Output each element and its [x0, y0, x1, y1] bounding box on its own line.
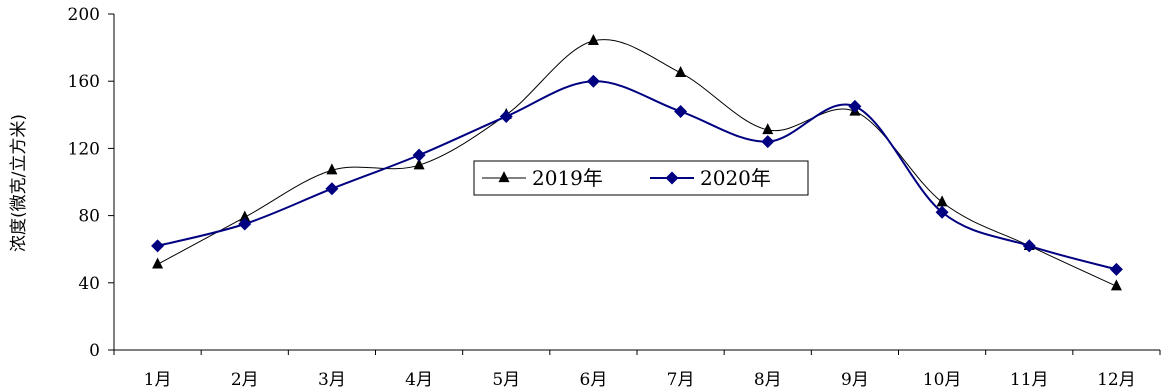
data-point-marker	[762, 123, 774, 135]
data-point-marker	[761, 135, 775, 149]
legend-label: 2020年	[700, 166, 771, 190]
y-tick-label: 200	[68, 5, 100, 25]
y-tick-label: 40	[78, 274, 100, 294]
x-tick-label: 6月	[580, 370, 608, 390]
data-point-marker	[587, 34, 599, 46]
x-tick-label: 1月	[144, 370, 172, 390]
data-point-marker	[325, 182, 339, 196]
y-tick-label: 120	[68, 139, 100, 159]
x-tick-label: 4月	[405, 370, 433, 390]
chart-series	[151, 34, 1123, 291]
legend-swatch-marker	[665, 171, 679, 185]
data-point-marker	[151, 239, 165, 253]
legend-box	[473, 160, 809, 196]
y-tick-label: 160	[68, 72, 100, 92]
x-tick-label: 10月	[923, 370, 962, 390]
legend-label: 2019年	[532, 166, 603, 190]
data-point-marker	[239, 210, 251, 222]
chart-legend: 2019年 2020年	[473, 160, 809, 196]
y-axis-label: 浓度(微克/立方米)	[9, 114, 29, 252]
x-tick-label: 3月	[318, 370, 346, 390]
series-1	[151, 74, 1123, 276]
x-tick-label: 9月	[841, 370, 869, 390]
data-point-marker	[674, 104, 688, 118]
data-point-marker	[675, 65, 687, 77]
legend-swatch-marker	[498, 171, 510, 183]
x-tick-label: 12月	[1097, 370, 1136, 390]
chart-axes: 0 40 80 120 160 200 1月 2月 3月 4月 5月 6月 7月 8月 9月 10月 11月 12…	[68, 5, 1161, 390]
data-point-marker	[1110, 279, 1122, 291]
data-point-marker	[499, 109, 513, 123]
data-point-marker	[935, 205, 949, 219]
data-point-marker	[586, 74, 600, 88]
data-point-marker	[326, 163, 338, 175]
data-point-marker	[1109, 262, 1123, 276]
x-tick-label: 11月	[1010, 370, 1049, 390]
data-point-marker	[848, 99, 862, 113]
x-tick-label: 7月	[667, 370, 695, 390]
data-point-marker	[152, 257, 164, 269]
y-tick-label: 80	[78, 207, 100, 227]
data-point-marker	[238, 217, 252, 231]
data-point-marker	[936, 195, 948, 207]
data-point-marker	[412, 148, 426, 162]
y-tick-label: 0	[89, 341, 100, 361]
x-tick-label: 5月	[492, 370, 520, 390]
data-point-marker	[1022, 239, 1036, 253]
x-tick-label: 8月	[754, 370, 782, 390]
x-tick-label: 2月	[231, 370, 259, 390]
data-point-marker	[413, 158, 425, 170]
